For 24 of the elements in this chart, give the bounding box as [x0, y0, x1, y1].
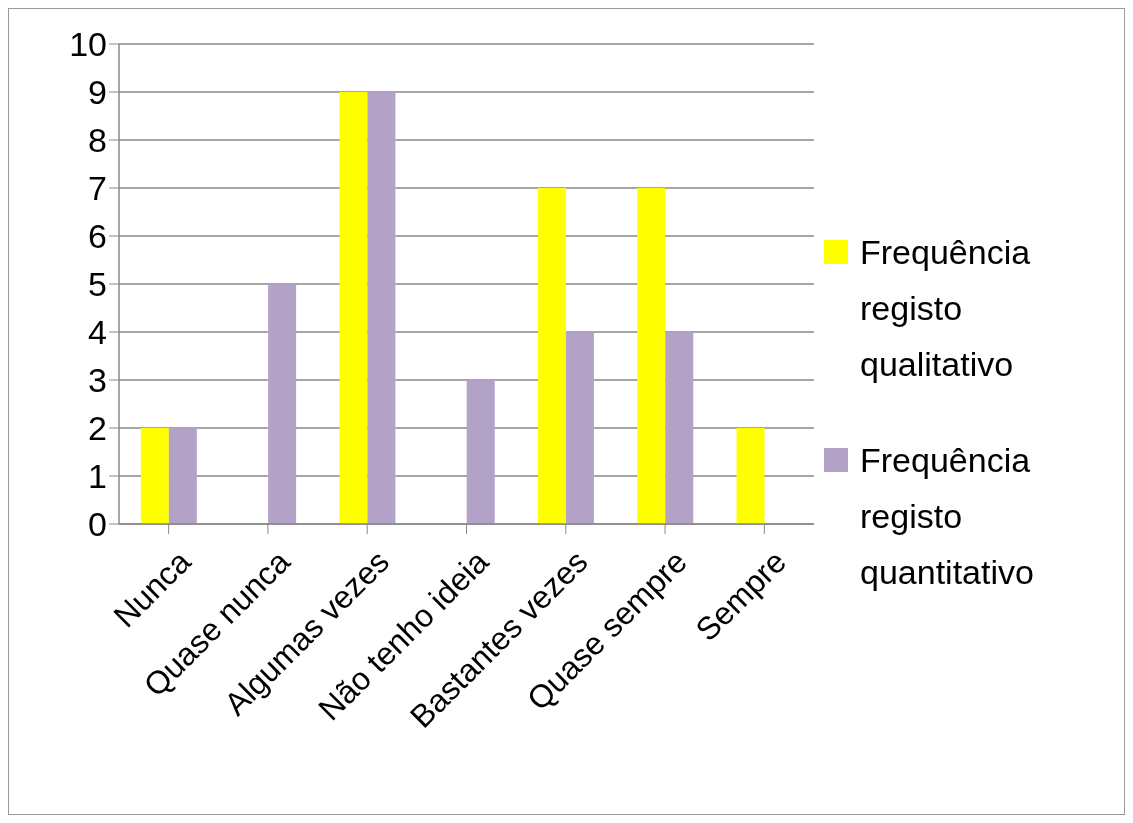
bar: [637, 188, 666, 524]
bar: [537, 188, 566, 524]
legend-label: Frequência registo quantitativo: [860, 439, 1035, 593]
bar: [367, 92, 396, 524]
y-tick-label: 7: [88, 169, 107, 208]
bar: [140, 428, 169, 524]
bar: [565, 332, 594, 524]
y-tick-label: 0: [88, 505, 107, 544]
y-tick-label: 6: [88, 217, 107, 256]
bar: [736, 428, 765, 524]
bar: [466, 380, 495, 524]
y-tick-label: 4: [88, 313, 107, 352]
y-tick-label: 10: [69, 25, 107, 64]
legend-label: Frequência registo qualitativo: [860, 231, 1032, 385]
bar: [665, 332, 694, 524]
bar: [168, 428, 197, 524]
bar: [339, 92, 368, 524]
y-tick-label: 5: [88, 265, 107, 304]
y-tick-label: 8: [88, 121, 107, 160]
y-tick-label: 3: [88, 361, 107, 400]
y-tick-label: 9: [88, 73, 107, 112]
y-tick-label: 1: [88, 457, 107, 496]
y-tick-label: 2: [88, 409, 107, 448]
bar: [268, 284, 297, 524]
